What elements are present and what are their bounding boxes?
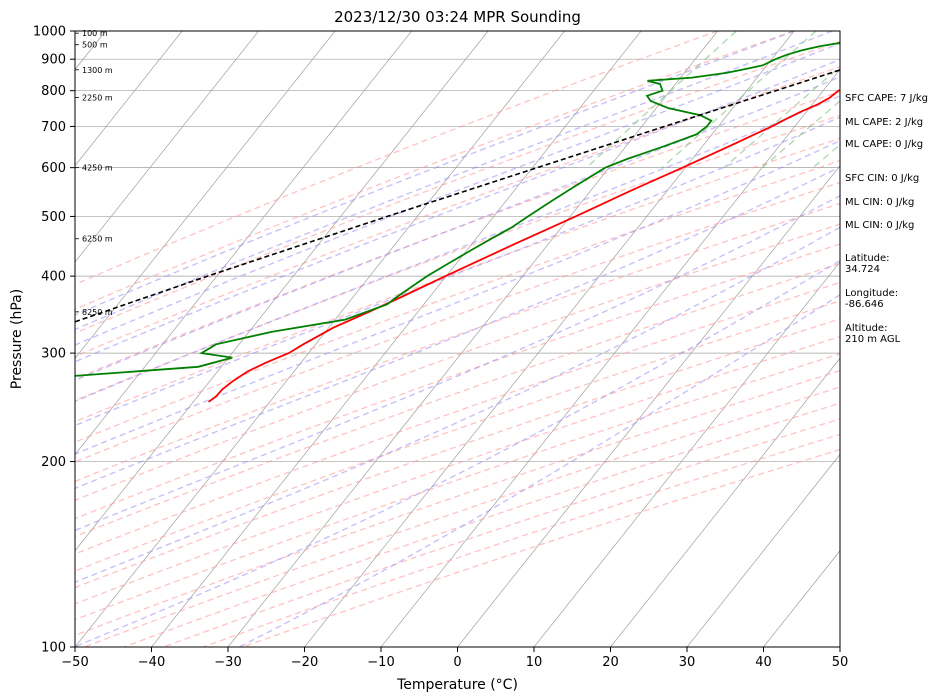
isotherm-line	[610, 357, 840, 647]
y-tick-label: 400	[41, 270, 66, 285]
dry-adiabat-line	[75, 31, 718, 286]
moist-adiabat-line	[75, 42, 840, 346]
height-label: 100 m	[82, 29, 108, 38]
mixing-ratio-line	[586, 31, 737, 169]
y-tick-label: 200	[41, 455, 66, 470]
moist-adiabat-line	[75, 166, 840, 490]
sounding-indices-panel: SFC CAPE: 7 J/kg ML CAPE: 2 J/kg ML CAPE…	[845, 0, 947, 700]
chart-title: 2023/12/30 03:24 MPR Sounding	[334, 8, 581, 26]
moist-adiabat-line	[75, 139, 840, 455]
dry-adiabat-line	[75, 318, 840, 589]
dry-adiabat-line	[75, 31, 795, 311]
dry-adiabat-line	[75, 335, 840, 605]
y-tick-label: 700	[41, 120, 66, 135]
dry-adiabat-line	[75, 243, 840, 520]
height-label: 6250 m	[82, 235, 113, 244]
y-tick-label: 600	[41, 161, 66, 176]
x-tick-label: 20	[602, 655, 619, 670]
ml-cin-text: ML CIN: 0 J/kg	[845, 220, 915, 231]
x-tick-label: −50	[61, 655, 88, 670]
moist-adiabat-line	[75, 31, 795, 316]
isotherm-line	[75, 31, 259, 263]
moist-adiabat-line	[75, 195, 840, 532]
x-tick-label: −40	[138, 655, 165, 670]
y-axis: 100 200 300 400 500 600 700 800 900 1000	[33, 25, 75, 656]
isotherm-line	[75, 31, 412, 456]
y-tick-label: 100	[41, 641, 66, 656]
sfc-cin-text: SFC CIN: 0 J/kg	[845, 173, 920, 184]
ml-cin-text: ML CIN: 0 J/kg	[845, 197, 915, 208]
x-tick-label: −10	[367, 655, 394, 670]
dry-adiabat-line	[75, 66, 840, 358]
height-label: 2250 m	[82, 93, 113, 102]
dry-adiabat-line	[75, 160, 840, 443]
isotherm-line	[75, 31, 183, 167]
isotherm-line	[380, 68, 840, 647]
moist-adiabat-line	[75, 58, 840, 363]
x-tick-label: 50	[832, 655, 849, 670]
temperature-profile	[208, 89, 840, 403]
isotherm-line	[227, 31, 718, 647]
moist-adiabat-line	[75, 259, 840, 647]
moist-adiabat-line	[75, 226, 840, 583]
y-axis-label: Pressure (hPa)	[9, 289, 25, 389]
dry-adiabat-line	[75, 281, 840, 555]
parcel-profile	[75, 69, 840, 323]
isotherm-line	[75, 31, 489, 552]
moist-adiabat-line	[75, 116, 840, 427]
ml-cape-text: ML CAPE: 2 J/kg	[845, 117, 924, 128]
isotherm-line	[686, 453, 840, 647]
mixing-ratio-line	[661, 31, 817, 169]
x-tick-label: −30	[214, 655, 241, 670]
height-label: 4250 m	[82, 164, 113, 173]
chart-grid	[75, 31, 840, 647]
latitude-text: Latitude: 34.724	[845, 253, 890, 275]
x-axis-label: Temperature (°C)	[396, 677, 518, 693]
x-tick-label: −20	[291, 655, 318, 670]
height-label: 500 m	[82, 41, 108, 50]
dry-adiabat-line	[75, 223, 840, 501]
x-tick-label: 40	[755, 655, 772, 670]
isotherm-line	[457, 165, 840, 647]
y-tick-label: 1000	[33, 25, 66, 40]
height-label: 8250 m	[82, 308, 113, 317]
dry-adiabat-line	[75, 353, 840, 621]
y-tick-label: 800	[41, 84, 66, 99]
height-label: 1300 m	[82, 66, 113, 75]
x-tick-label: 30	[679, 655, 696, 670]
dry-adiabat-line	[75, 114, 840, 402]
dewpoint-profile	[75, 42, 840, 377]
isotherm-line	[75, 31, 336, 359]
x-axis: −50 −40 −30 −20 −10 0 10 20 30 40 50	[61, 647, 848, 670]
y-tick-label: 500	[41, 210, 66, 225]
dry-adiabat-line	[75, 369, 840, 637]
dry-adiabat-line	[242, 448, 840, 647]
altitude-text: Altitude: 210 m AGL	[845, 323, 901, 345]
dry-adiabat-line	[75, 40, 840, 334]
chart-series	[75, 42, 840, 403]
dry-adiabat-line	[75, 90, 840, 380]
isotherm-line	[151, 31, 642, 647]
longitude-text: Longitude: -86.646	[845, 288, 899, 310]
sfc-cape-text: SFC CAPE: 7 J/kg	[845, 93, 928, 104]
x-tick-label: 0	[453, 655, 461, 670]
moist-adiabat-line	[75, 95, 840, 403]
ml-cape-text: ML CAPE: 0 J/kg	[845, 139, 924, 150]
dry-adiabat-line	[75, 181, 840, 463]
isotherm-line	[533, 261, 840, 647]
y-tick-label: 300	[41, 347, 66, 362]
isotherm-line	[75, 31, 565, 647]
height-labels: 8250 m 6250 m 4250 m 2250 m 1300 m 500 m 100 m	[75, 29, 113, 317]
y-tick-label: 900	[41, 53, 66, 68]
dry-adiabat-line	[83, 386, 840, 647]
isotherm-line	[304, 31, 795, 647]
dry-adiabat-line	[123, 402, 840, 647]
x-tick-label: 10	[526, 655, 543, 670]
moist-adiabat-line	[238, 294, 840, 647]
